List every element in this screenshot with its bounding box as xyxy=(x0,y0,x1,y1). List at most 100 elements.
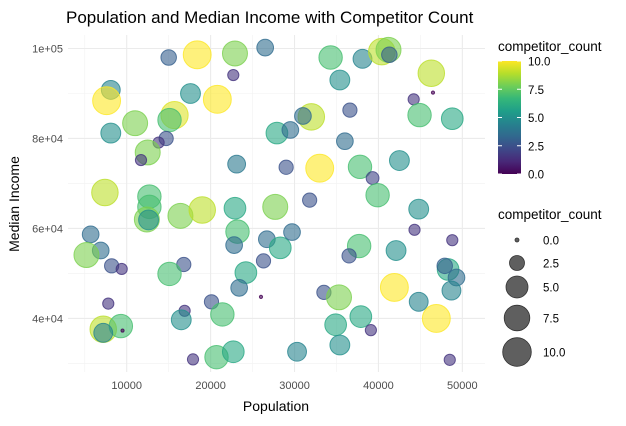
data-point xyxy=(81,225,100,244)
data-point xyxy=(120,328,125,333)
size-legend-label: 2.5 xyxy=(543,259,559,271)
size-legend-key xyxy=(502,337,532,367)
x-tick-label: 40000 xyxy=(363,380,394,392)
size-legend: competitor_count 0.0 2.5 5.0 7.5 10.0 xyxy=(498,207,602,367)
y-axis-ticks: 4e+04 6e+04 8e+04 1e+05 xyxy=(32,43,63,325)
size-legend-label: 0.0 xyxy=(543,236,559,248)
data-point xyxy=(138,209,159,231)
data-point xyxy=(329,69,351,91)
data-point xyxy=(157,107,182,133)
data-point xyxy=(122,110,149,137)
colorbar-label: 7.5 xyxy=(528,85,544,97)
data-point xyxy=(349,305,373,329)
data-point xyxy=(283,223,301,241)
data-point xyxy=(365,171,380,185)
data-point xyxy=(430,90,436,95)
data-point xyxy=(100,122,122,144)
data-point xyxy=(91,178,119,207)
data-point xyxy=(421,304,451,333)
chart-title: Population and Median Income with Compet… xyxy=(66,8,474,27)
data-point xyxy=(157,261,182,287)
size-legend-title: competitor_count xyxy=(498,207,602,222)
data-point xyxy=(408,198,430,220)
colorbar xyxy=(498,61,521,174)
data-point xyxy=(407,102,432,128)
data-point xyxy=(227,154,247,174)
data-point xyxy=(379,272,409,302)
size-legend-label: 5.0 xyxy=(543,283,559,295)
points xyxy=(73,36,466,370)
colorbar-label: 5.0 xyxy=(528,113,544,125)
data-point xyxy=(182,40,212,70)
data-point xyxy=(278,159,294,175)
color-legend-title: competitor_count xyxy=(498,39,602,54)
y-tick-label: 4e+04 xyxy=(32,313,63,325)
data-point xyxy=(210,302,235,327)
colorbar-label: 0.0 xyxy=(528,170,544,182)
data-point xyxy=(223,196,247,220)
x-tick-label: 30000 xyxy=(279,380,310,392)
x-tick-label: 20000 xyxy=(195,380,226,392)
colorbar-label: 10.0 xyxy=(528,57,550,69)
size-legend-key xyxy=(514,237,520,243)
data-point xyxy=(441,280,462,301)
data-point xyxy=(258,294,264,299)
data-point xyxy=(326,284,353,311)
y-tick-label: 1e+05 xyxy=(32,43,63,55)
data-point xyxy=(324,313,348,337)
data-point xyxy=(102,297,115,310)
data-point xyxy=(305,153,335,183)
data-point xyxy=(408,223,421,236)
data-point xyxy=(443,353,456,366)
data-point xyxy=(365,182,390,208)
data-point xyxy=(73,242,100,269)
data-point xyxy=(221,40,248,67)
data-point xyxy=(302,192,318,208)
data-point xyxy=(170,309,192,331)
data-point xyxy=(281,121,300,139)
data-point xyxy=(381,46,398,64)
x-axis-ticks: 10000 20000 30000 40000 50000 xyxy=(111,380,477,392)
data-point xyxy=(336,132,354,151)
data-point xyxy=(256,38,275,57)
y-tick-label: 6e+04 xyxy=(32,223,63,235)
data-point xyxy=(221,340,245,364)
x-tick-label: 10000 xyxy=(111,380,142,392)
data-point xyxy=(440,107,464,131)
data-point xyxy=(230,279,249,297)
data-point xyxy=(408,291,429,312)
data-point xyxy=(417,59,446,87)
colorbar-ticks: 10.0 7.5 5.0 2.5 0.0 xyxy=(498,57,550,182)
data-point xyxy=(93,322,114,343)
data-point xyxy=(318,45,343,70)
x-tick-label: 50000 xyxy=(447,380,478,392)
x-axis-label: Population xyxy=(243,398,309,414)
data-point xyxy=(268,236,292,260)
data-point xyxy=(341,248,357,264)
size-legend-key xyxy=(509,255,525,271)
size-legend-label: 10.0 xyxy=(543,348,565,360)
data-point xyxy=(160,49,177,66)
size-legend-label: 7.5 xyxy=(543,314,559,326)
data-point xyxy=(92,86,122,116)
data-point xyxy=(227,68,240,82)
data-point xyxy=(202,84,232,114)
data-point xyxy=(388,150,410,171)
data-point xyxy=(347,154,373,180)
data-point xyxy=(255,253,272,269)
data-point xyxy=(186,353,200,366)
data-point xyxy=(262,193,289,220)
data-point xyxy=(188,196,216,224)
data-point xyxy=(115,262,128,276)
y-axis-label: Median Income xyxy=(6,156,22,252)
data-point xyxy=(225,236,243,254)
y-tick-label: 8e+04 xyxy=(32,133,63,145)
data-point xyxy=(342,102,358,118)
size-legend-key xyxy=(503,304,531,332)
data-point xyxy=(436,257,453,275)
data-point xyxy=(180,83,201,104)
color-legend: competitor_count 10.0 7.5 5.0 2.5 0.0 xyxy=(498,39,602,182)
data-point xyxy=(446,234,459,247)
data-point xyxy=(134,153,148,167)
